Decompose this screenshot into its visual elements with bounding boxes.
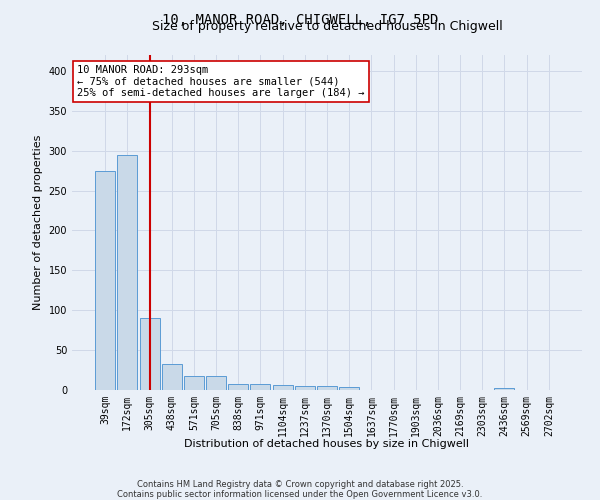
Bar [162,364,182,390]
Bar [295,386,315,390]
Bar [272,385,293,390]
Bar [118,154,137,390]
Bar [228,384,248,390]
Bar [95,170,115,390]
Text: Contains HM Land Registry data © Crown copyright and database right 2025.
Contai: Contains HM Land Registry data © Crown c… [118,480,482,499]
Bar [140,318,160,390]
Text: 10 MANOR ROAD: 293sqm
← 75% of detached houses are smaller (544)
25% of semi-det: 10 MANOR ROAD: 293sqm ← 75% of detached … [77,65,365,98]
Bar [339,387,359,390]
X-axis label: Distribution of detached houses by size in Chigwell: Distribution of detached houses by size … [185,439,470,449]
Bar [184,376,204,390]
Bar [317,386,337,390]
Title: Size of property relative to detached houses in Chigwell: Size of property relative to detached ho… [152,20,502,33]
Bar [250,384,271,390]
Y-axis label: Number of detached properties: Number of detached properties [33,135,43,310]
Text: 10, MANOR ROAD, CHIGWELL, IG7 5PD: 10, MANOR ROAD, CHIGWELL, IG7 5PD [162,12,438,26]
Bar [494,388,514,390]
Bar [206,376,226,390]
